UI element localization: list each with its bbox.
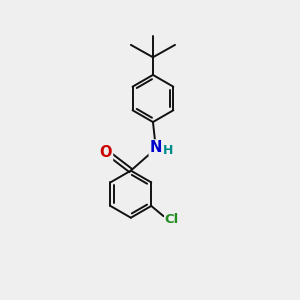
Text: H: H: [163, 144, 173, 158]
Text: N: N: [150, 140, 162, 155]
Text: O: O: [100, 146, 112, 160]
Text: Cl: Cl: [165, 213, 179, 226]
